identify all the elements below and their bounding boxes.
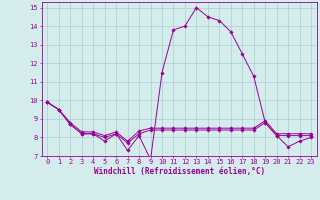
X-axis label: Windchill (Refroidissement éolien,°C): Windchill (Refroidissement éolien,°C) <box>94 167 265 176</box>
